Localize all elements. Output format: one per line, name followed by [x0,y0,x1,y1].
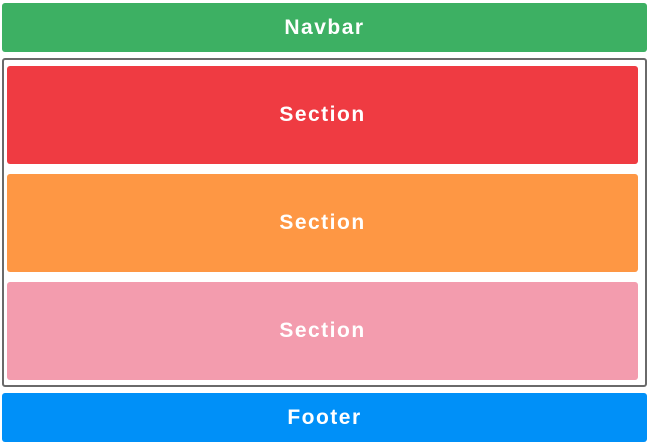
footer-block: Footer [2,393,647,442]
footer-label: Footer [287,405,362,429]
section-label-3: Section [279,319,366,342]
section-label-1: Section [279,103,366,126]
section-label-2: Section [279,211,366,234]
navbar-label: Navbar [284,15,365,39]
section-block-2: Section [7,174,638,272]
section-block-1: Section [7,66,638,164]
section-block-3: Section [7,282,638,380]
navbar-block: Navbar [2,3,647,52]
